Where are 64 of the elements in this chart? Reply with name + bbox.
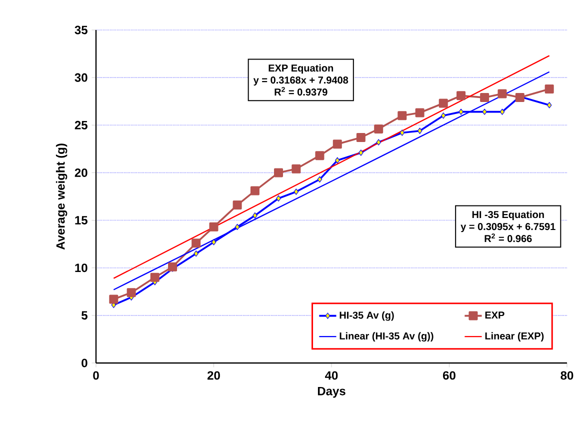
x-axis-title: Days [318, 386, 346, 398]
x-tick-label: 60 [443, 371, 456, 380]
annotation: HI -35 Equation [472, 210, 544, 220]
annotation: y = 0.3095x + 6.7591 [460, 223, 556, 232]
point [500, 108, 505, 115]
point [374, 124, 384, 134]
point [458, 108, 464, 115]
point [482, 108, 487, 115]
point [515, 93, 524, 102]
point [294, 188, 299, 195]
y-tick-label: 0 [82, 358, 88, 368]
y-tick-label: 15 [75, 216, 88, 224]
point [417, 128, 422, 134]
point [376, 139, 381, 146]
point [400, 130, 405, 136]
point [109, 294, 118, 304]
point [544, 84, 554, 94]
y-tick-label: 5 [82, 311, 88, 320]
y-axis-title: Average weight (g) [56, 144, 68, 250]
point [274, 168, 284, 178]
point [415, 108, 424, 118]
point [211, 239, 216, 246]
point [276, 195, 281, 202]
point [192, 238, 201, 248]
legend-label: Linear (HI-35 Av (g)) [340, 332, 434, 342]
point [194, 250, 198, 257]
point [334, 157, 340, 164]
y-tick-label: 25 [74, 120, 88, 130]
y-tick-label: 35 [74, 26, 88, 34]
point [168, 262, 178, 272]
point [456, 91, 466, 100]
y-tick-label: 10 [75, 264, 88, 272]
x-tick-label: 0 [93, 371, 99, 380]
point [250, 186, 260, 196]
x-tick-label: 80 [560, 371, 574, 380]
point [150, 272, 160, 282]
annotation: y = 0.3168x + 7.9408 [253, 76, 348, 86]
annotation: R$^{2}$ = 0.966 [484, 234, 532, 242]
point [356, 133, 366, 142]
legend-label: Linear (EXP) [485, 332, 544, 342]
point [498, 89, 507, 98]
x-tick-label: 40 [325, 371, 338, 380]
point [546, 102, 552, 108]
point [209, 222, 218, 232]
point [438, 98, 448, 108]
point [332, 140, 342, 149]
annotation: EXP Equation [268, 64, 334, 74]
annotation: R$^{2}$ = 0.9379 [274, 87, 328, 96]
x-tick-label: 20 [208, 371, 220, 380]
point [234, 224, 240, 230]
point [358, 150, 364, 156]
point [252, 212, 258, 219]
y-tick-label: 30 [74, 73, 88, 82]
legend-label: EXP [485, 312, 504, 318]
legend-label: HI-35 Av (g) [340, 311, 394, 321]
point [126, 288, 136, 298]
point [440, 112, 446, 119]
y-tick-label: 20 [74, 168, 88, 177]
point [398, 111, 407, 120]
point [232, 200, 242, 210]
point [317, 176, 322, 182]
point [480, 93, 490, 102]
point [315, 151, 324, 160]
point [292, 164, 301, 174]
